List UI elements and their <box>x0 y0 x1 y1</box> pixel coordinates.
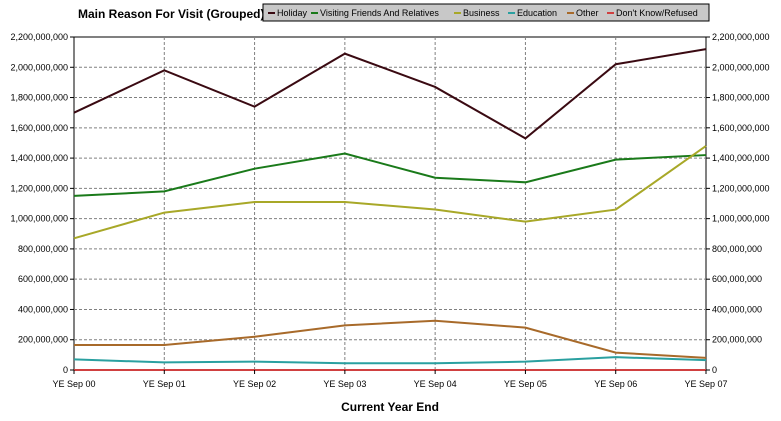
legend-label: Holiday <box>277 8 308 18</box>
legend-label: Business <box>463 8 500 18</box>
legend-item-don-t-know-refused: Don't Know/Refused <box>607 8 698 18</box>
legend-title: Main Reason For Visit (Grouped) <box>78 7 264 21</box>
legend-box <box>262 3 710 22</box>
legend-label: Visiting Friends And Relatives <box>320 8 439 18</box>
x-tick-label: YE Sep 02 <box>233 379 276 389</box>
series-line-holiday <box>73 48 707 140</box>
y-tick-label-left: 2,200,000,000 <box>10 32 68 42</box>
legend-item-visiting-friends-and-relatives: Visiting Friends And Relatives <box>311 8 439 18</box>
series-line-visiting-friends-and-relatives <box>73 152 707 197</box>
legend-label: Don't Know/Refused <box>616 8 698 18</box>
y-tick-label-left: 0 <box>63 365 68 375</box>
y-tick-label-right: 1,200,000,000 <box>712 183 770 193</box>
y-tick-label-left: 1,000,000,000 <box>10 214 68 224</box>
x-axis-title: Current Year End <box>341 400 439 414</box>
legend-item-education: Education <box>508 8 557 18</box>
legend-label: Education <box>517 8 557 18</box>
y-tick-label-right: 600,000,000 <box>712 274 762 284</box>
y-tick-label-left: 1,200,000,000 <box>10 183 68 193</box>
x-tick-label: YE Sep 06 <box>594 379 637 389</box>
y-tick-label-left: 200,000,000 <box>18 335 68 345</box>
y-tick-label-right: 2,200,000,000 <box>712 32 770 42</box>
y-tick-label-right: 0 <box>712 365 717 375</box>
x-tick-label: YE Sep 04 <box>414 379 457 389</box>
y-tick-label-left: 800,000,000 <box>18 244 68 254</box>
series-line-business <box>73 145 707 240</box>
y-tick-label-right: 1,400,000,000 <box>712 153 770 163</box>
y-tick-label-left: 600,000,000 <box>18 274 68 284</box>
x-tick-label: YE Sep 03 <box>323 379 366 389</box>
y-tick-label-left: 1,600,000,000 <box>10 123 68 133</box>
y-tick-label-left: 400,000,000 <box>18 304 68 314</box>
legend-label: Other <box>576 8 599 18</box>
x-tick-label: YE Sep 05 <box>504 379 547 389</box>
legend-item-holiday: Holiday <box>268 8 308 18</box>
y-tick-label-left: 1,800,000,000 <box>10 93 68 103</box>
series-line-education <box>73 356 707 365</box>
x-tick-label: YE Sep 01 <box>143 379 186 389</box>
legend-item-other: Other <box>567 8 599 18</box>
y-tick-label-left: 2,000,000,000 <box>10 62 68 72</box>
y-tick-label-right: 1,800,000,000 <box>712 93 770 103</box>
y-tick-label-left: 1,400,000,000 <box>10 153 68 163</box>
series-line-other <box>74 319 707 359</box>
y-tick-label-right: 200,000,000 <box>712 335 762 345</box>
legend-item-business: Business <box>454 8 500 18</box>
y-tick-label-right: 1,000,000,000 <box>712 214 770 224</box>
y-tick-label-right: 400,000,000 <box>712 304 762 314</box>
y-tick-label-right: 800,000,000 <box>712 244 762 254</box>
y-tick-label-right: 2,000,000,000 <box>712 62 770 72</box>
plot-area <box>73 36 707 371</box>
y-tick-label-right: 1,600,000,000 <box>712 123 770 133</box>
x-tick-label: YE Sep 07 <box>684 379 727 389</box>
x-tick-label: YE Sep 00 <box>52 379 95 389</box>
